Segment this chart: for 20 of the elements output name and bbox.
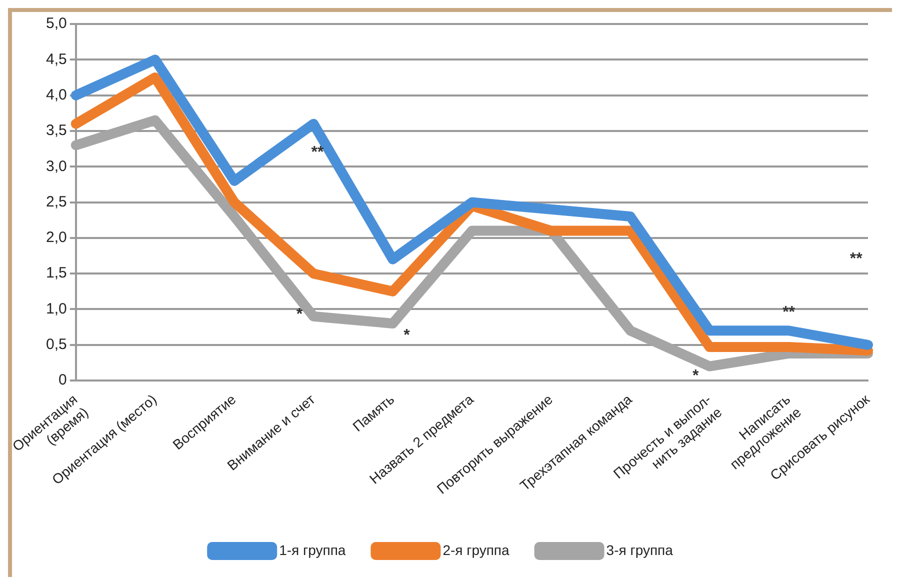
y-tick-label: 2,0 (46, 229, 67, 246)
y-tick-label: 4,5 (46, 50, 67, 68)
y-tick-label: 4,0 (46, 86, 67, 104)
legend-label: 3-я группа (606, 542, 674, 558)
annotation: ** (850, 250, 864, 268)
y-tick-label: 0,5 (46, 336, 67, 354)
legend-label: 1-я группа (279, 542, 346, 558)
y-tick-label: 1,0 (46, 300, 67, 318)
y-tick-label: 0 (58, 372, 67, 389)
annotation: * (692, 368, 700, 385)
y-tick-label: 1,5 (46, 264, 67, 282)
y-tick-label: 3,0 (46, 158, 67, 175)
annotation: * (404, 326, 411, 344)
y-tick-label: 5,0 (46, 15, 67, 32)
annotation: ** (311, 144, 324, 161)
y-tick-label: 2,5 (46, 193, 67, 210)
legend-label: 2-я группа (442, 542, 510, 558)
y-tick-label: 3,5 (46, 122, 67, 140)
annotation: * (296, 306, 304, 323)
annotation: ** (782, 304, 796, 322)
